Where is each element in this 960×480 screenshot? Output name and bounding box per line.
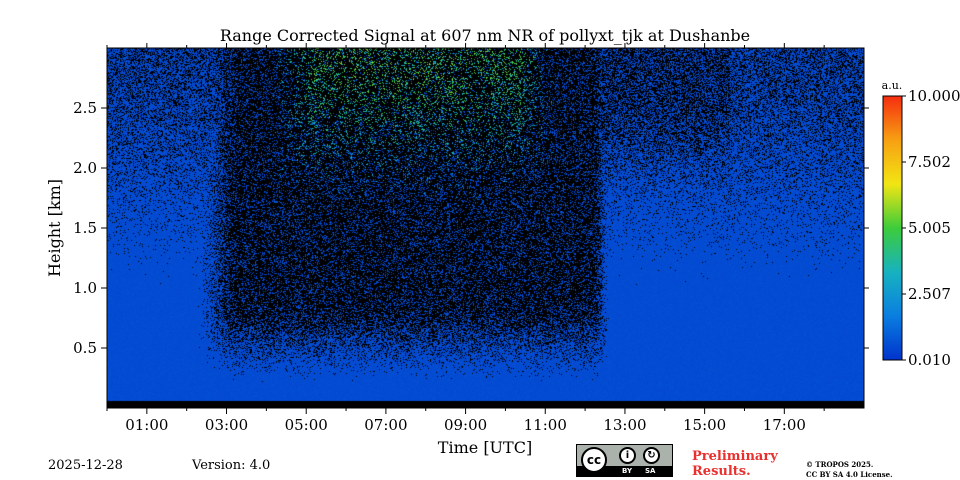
cc-by-icon: i <box>619 447 636 464</box>
x-axis-label: Time [UTC] <box>438 438 532 457</box>
colorbar-ticks: 0.010 2.507 5.005 7.502 10.000 <box>902 87 960 369</box>
colorbar-tick-label: 10.000 <box>908 87 960 105</box>
y-axis: 0.5 1.0 1.5 2.0 2.5 <box>73 99 869 357</box>
footer-version: Version: 4.0 <box>192 458 271 473</box>
x-tick-label: 11:00 <box>524 416 567 434</box>
preliminary-line-2: Results. <box>692 464 751 479</box>
y-tick-label: 1.5 <box>73 219 97 237</box>
colorbar-unit-label: a.u. <box>882 79 903 92</box>
y-axis-label: Height [km] <box>45 179 64 277</box>
y-tick-label: 2.5 <box>73 99 97 117</box>
preliminary-results-note: Preliminary Results. <box>692 449 778 479</box>
x-tick-label: 13:00 <box>603 416 646 434</box>
license-line-1: © TROPOS 2025. <box>806 460 874 469</box>
heatmap-image <box>107 48 864 408</box>
license-note: © TROPOS 2025. CC BY SA 4.0 License. <box>806 460 893 480</box>
x-tick-label: 17:00 <box>763 416 806 434</box>
cc-license-badge: cc i ↻ BY SA <box>576 444 673 477</box>
x-tick-label: 09:00 <box>444 416 487 434</box>
x-tick-label: 15:00 <box>683 416 726 434</box>
x-tick-label: 01:00 <box>125 416 168 434</box>
x-tick-label: 05:00 <box>285 416 328 434</box>
chart-title: Range Corrected Signal at 607 nm NR of p… <box>220 26 750 45</box>
cc-badge-strip <box>577 466 672 476</box>
colorbar-tick-label: 0.010 <box>908 351 951 369</box>
cc-sa-label: SA <box>645 467 656 475</box>
preliminary-line-1: Preliminary <box>692 449 778 464</box>
footer-date: 2025-12-28 <box>48 458 123 473</box>
y-tick-label: 2.0 <box>73 159 97 177</box>
colorbar-tick-label: 7.502 <box>908 153 951 171</box>
cc-sa-icon: ↻ <box>643 447 660 464</box>
y-tick-label: 0.5 <box>73 339 97 357</box>
cc-by-label: BY <box>622 467 633 475</box>
y-tick-label: 1.0 <box>73 279 97 297</box>
colorbar <box>882 95 903 361</box>
x-tick-label: 03:00 <box>205 416 248 434</box>
x-tick-label: 07:00 <box>364 416 407 434</box>
colorbar-tick-label: 2.507 <box>908 285 951 303</box>
license-line-2: CC BY SA 4.0 License. <box>806 470 893 479</box>
cc-icon: cc <box>581 447 607 473</box>
x-axis: 01:00 03:00 05:00 07:00 09:00 11:00 13:00 15:00… <box>106 43 825 434</box>
colorbar-tick-label: 5.005 <box>908 219 951 237</box>
